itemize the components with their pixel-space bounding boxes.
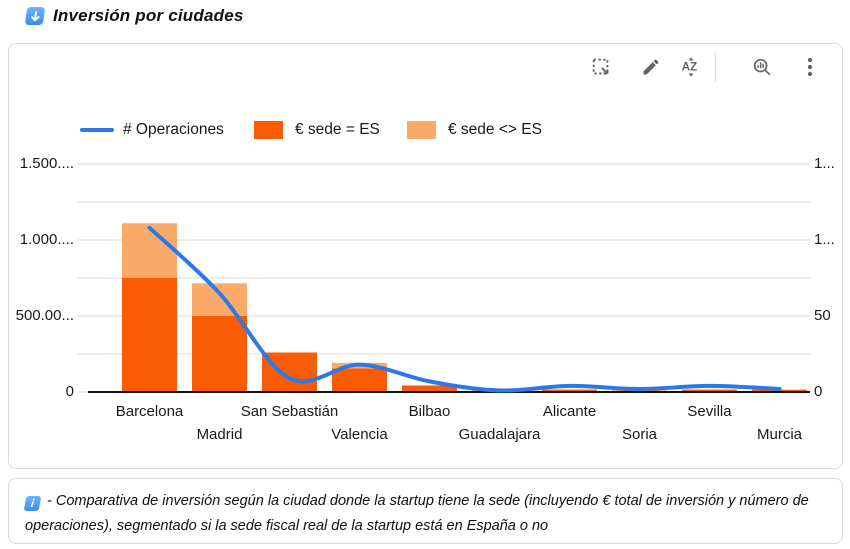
bar-segment-sede-es [332, 368, 387, 392]
bar-segment-sede-es [192, 316, 247, 392]
toolbar-divider [715, 52, 716, 82]
legend-label: € sede = ES [295, 121, 380, 138]
left-axis-tick-label: 500.00... [15, 307, 74, 324]
x-axis-label: Murcia [756, 426, 802, 443]
explore-zoom-icon[interactable] [750, 54, 774, 80]
x-axis-label: San Sebastián [240, 403, 339, 420]
download-arrow-icon [24, 7, 46, 25]
right-axis-tick-label: 0 [814, 383, 823, 400]
bar-segment-sede-es [262, 352, 317, 392]
left-axis-tick-label: 0 [65, 383, 74, 400]
chart-title: Inversión por ciudades [53, 6, 244, 25]
x-axis-label: Sevilla [687, 403, 732, 420]
bar-segment-sede-no-es [192, 283, 247, 316]
legend-rect-swatch [407, 121, 436, 139]
x-axis-label: Valencia [331, 426, 388, 443]
chart-title-row: Inversión por ciudades [24, 4, 244, 28]
note-text: - Comparativa de inversión según la ciud… [25, 493, 809, 534]
select-region-icon[interactable] [589, 54, 613, 80]
legend-item-sede-no-es[interactable]: € sede <> ES [407, 119, 542, 141]
edit-pencil-icon[interactable] [639, 54, 663, 80]
more-options-kebab-icon[interactable] [798, 54, 822, 80]
legend-rect-swatch [254, 121, 283, 139]
chart-canvas[interactable] [0, 0, 850, 470]
bar-segment-sede-es [402, 385, 457, 392]
x-axis-label: Madrid [196, 426, 243, 443]
left-axis-tick-label: 1.000.... [19, 231, 74, 248]
x-axis-label: Guadalajara [458, 426, 541, 443]
note-card: i- Comparativa de inversión según la ciu… [8, 478, 843, 544]
right-axis-tick-label: 1... [814, 231, 835, 248]
bar-segment-sede-es [542, 389, 597, 392]
bar-segment-sede-no-es [122, 223, 177, 278]
legend-item-operaciones[interactable]: # Operaciones [80, 119, 224, 141]
x-axis-label: Bilbao [408, 403, 451, 420]
line-series-operaciones [147, 225, 782, 393]
right-axis-tick-label: 1... [814, 155, 835, 172]
legend-label: € sede <> ES [448, 121, 542, 138]
right-axis-tick-label: 50 [814, 307, 831, 324]
info-icon: i [23, 496, 42, 511]
bar-segment-sede-es [122, 278, 177, 392]
x-axis-label: Alicante [542, 403, 597, 420]
svg-text:AZ: AZ [682, 62, 697, 74]
bar-segment-sede-es [682, 389, 737, 392]
legend-item-sede-es[interactable]: € sede = ES [254, 119, 380, 141]
x-axis-label: Soria [621, 426, 658, 443]
x-axis-label: Barcelona [115, 403, 184, 420]
sort-az-icon[interactable]: AZ [679, 54, 703, 80]
legend-line-swatch [80, 128, 114, 132]
left-axis-tick-label: 1.500.... [19, 155, 74, 172]
legend-label: # Operaciones [123, 121, 224, 138]
